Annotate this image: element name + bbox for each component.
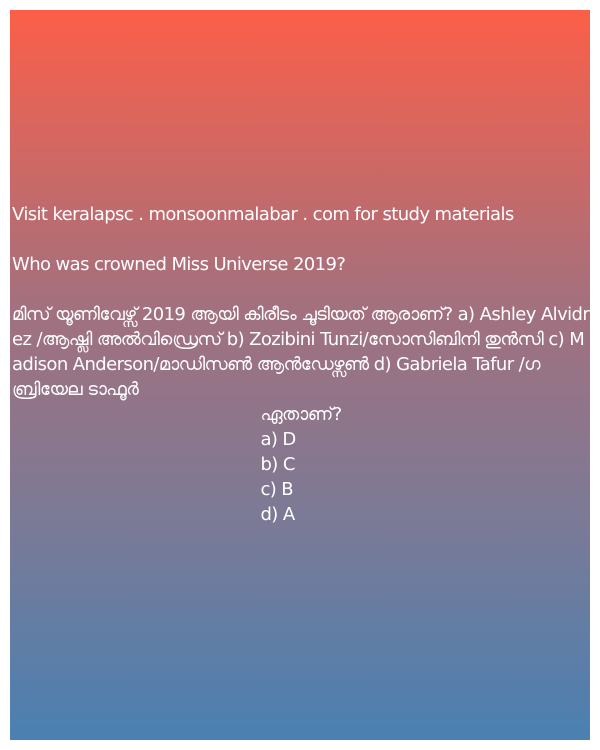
option-c: c) Madison Anderson/മാഡിസൺ ആൻഡേഴ്സൺ [12, 329, 585, 375]
answer-b: b) C [260, 454, 295, 475]
answer-list: ഏതാണ്? a) D b) C c) B d) A [12, 402, 590, 527]
question-english: Who was crowned Miss Universe 2019? [12, 254, 346, 275]
site-promo-text: Visit keralapsc . monsoonmalabar . com f… [12, 204, 514, 225]
question-card: Visit keralapsc . monsoonmalabar . com f… [10, 10, 590, 740]
answer-d: d) A [260, 504, 295, 525]
option-a: a) Ashley Alvidrez /ആഷ്ലി അൽവിഡ്രെസ് [12, 304, 590, 350]
question-text-block: Visit keralapsc . monsoonmalabar . com f… [12, 202, 590, 527]
answer-c: c) B [260, 479, 294, 500]
option-b: b) Zozibini Tunzi/സോസിബിനി തുൻസി [226, 329, 549, 350]
question-malayalam-with-options: മിസ് യൂണിവേഴ്സ് 2019 ആയി കിരീടം ചൂടിയത് … [12, 302, 590, 527]
ask-suffix: ഏതാണ്? [260, 404, 342, 425]
answer-a: a) D [260, 429, 296, 450]
answer-list-inner: ഏതാണ്? a) D b) C c) B d) A [260, 402, 342, 527]
question-malayalam: മിസ് യൂണിവേഴ്സ് 2019 ആയി കിരീടം ചൂടിയത് … [12, 304, 458, 325]
option-d: d) Gabriela Tafur /ഗബ്രിയേല ടാഫൂർ [12, 354, 540, 400]
